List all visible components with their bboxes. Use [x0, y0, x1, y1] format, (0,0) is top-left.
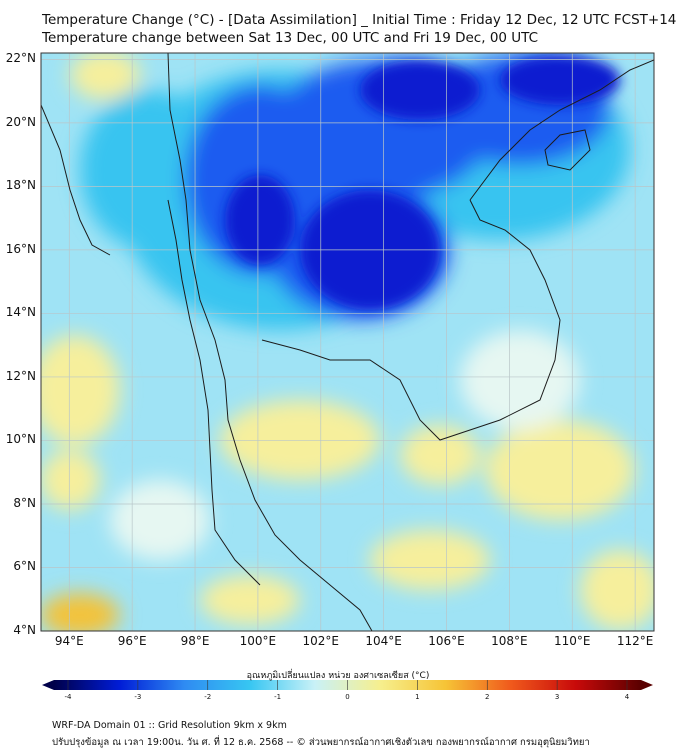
- coastlines: [41, 53, 654, 631]
- latitude-label: 16°N: [5, 241, 36, 256]
- latitude-label: 8°N: [13, 495, 36, 510]
- plot-frame: [40, 52, 655, 632]
- latitude-label: 10°N: [5, 432, 36, 447]
- colorbar-tick-label: 2: [485, 693, 490, 701]
- longitude-label: 94°E: [54, 634, 84, 648]
- longitude-label: 102°E: [302, 634, 340, 648]
- latitude-label: 22°N: [5, 51, 36, 66]
- colorbar-tick-label: 3: [554, 693, 560, 701]
- latitude-label: 14°N: [5, 305, 36, 320]
- colorbar-max-arrow: [641, 680, 653, 690]
- footer-model-info: WRF-DA Domain 01 :: Grid Resolution 9km …: [52, 720, 287, 731]
- colorbar-tick-label: 0: [345, 693, 350, 701]
- longitude-label: 108°E: [491, 634, 528, 648]
- colorbar-tick-label: -1: [274, 693, 282, 701]
- colorbar-tick-label: -3: [134, 693, 142, 701]
- map-title: Temperature Change (°C) - [Data Assimila…: [42, 12, 676, 28]
- longitude-label: 98°E: [180, 634, 210, 648]
- longitude-label: 112°E: [616, 634, 654, 648]
- longitude-label: 106°E: [428, 634, 465, 648]
- latitude-label: 18°N: [5, 178, 36, 193]
- colorbar-tick-label: -2: [204, 693, 212, 701]
- colorbar-min-arrow: [42, 680, 54, 690]
- colorbar-ticks: [67, 680, 628, 690]
- longitude-label: 110°E: [554, 634, 591, 648]
- longitude-label: 96°E: [117, 634, 147, 648]
- latitude-label: 20°N: [5, 114, 36, 129]
- longitude-label: 104°E: [365, 634, 402, 648]
- map-subtitle: Temperature change between Sat 13 Dec, 0…: [42, 30, 539, 46]
- colorbar-title: อุณหภูมิเปลี่ยนแปลง หน่วย องศาเซลเซียส (…: [246, 671, 430, 681]
- latitude-label: 4°N: [13, 623, 36, 637]
- colorbar-tick-label: 1: [415, 693, 420, 701]
- colorbar-tick-label: 4: [624, 693, 630, 701]
- latitude-label: 6°N: [13, 559, 36, 574]
- latitude-label: 12°N: [5, 368, 36, 383]
- colorbar-tick-label: -4: [64, 693, 72, 701]
- temperature-field: [41, 53, 654, 631]
- footer-credit: ปรับปรุงข้อมูล ณ เวลา 19:00น. วัน ศ. ที่…: [52, 737, 590, 748]
- colorbar: [42, 680, 653, 690]
- longitude-label: 100°E: [239, 634, 277, 648]
